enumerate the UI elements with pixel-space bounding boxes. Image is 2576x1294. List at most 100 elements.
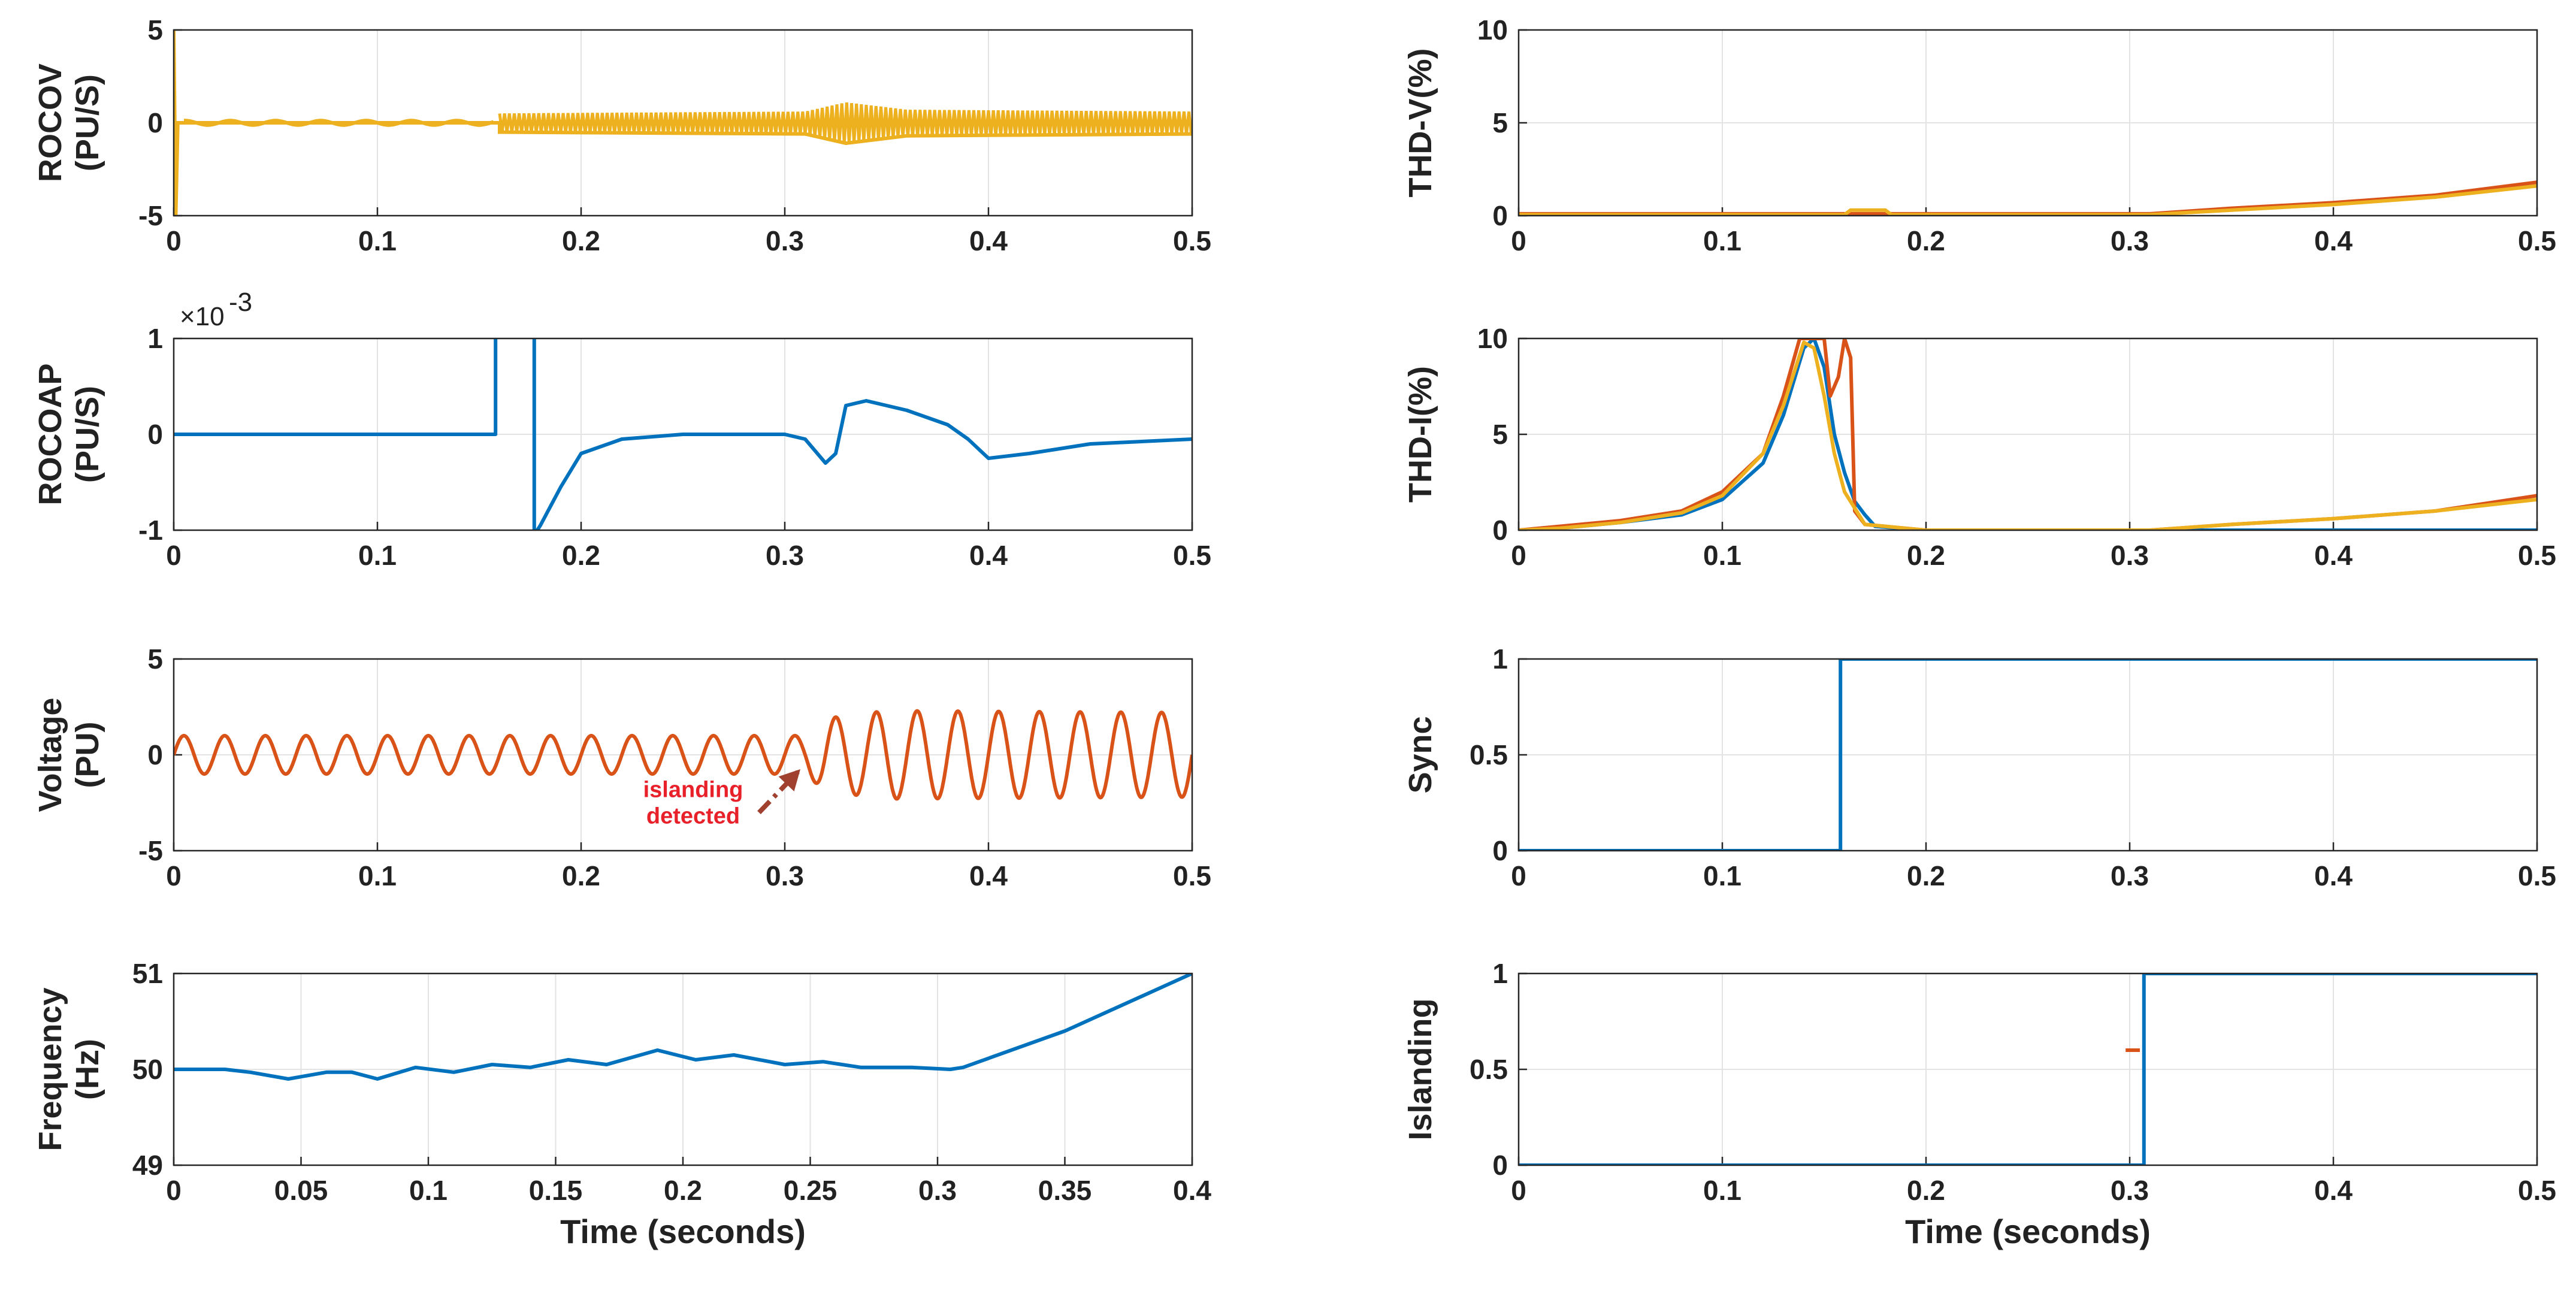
- x-tick-label: 0.1: [1703, 540, 1741, 571]
- y-axis-label: Frequency(Hz): [32, 987, 105, 1151]
- axes-frame: [173, 29, 1193, 217]
- y-axis-label-line: Frequency: [32, 987, 68, 1151]
- y-tick-label: 5: [1492, 419, 1508, 450]
- x-tick-label: 0.25: [784, 1175, 837, 1206]
- plot-area: [174, 973, 1192, 1081]
- series-line: [174, 973, 1192, 1081]
- axes-frame: [173, 337, 1193, 531]
- plot-area: [174, 709, 1192, 801]
- y-tick-label: 10: [1477, 323, 1508, 354]
- series-line: [1519, 659, 2537, 851]
- axis-multiplier-exponent: -3: [229, 288, 252, 317]
- x-tick-label: 0.1: [358, 225, 397, 256]
- y-axis-label-line: (Hz): [69, 1039, 105, 1100]
- y-tick-label: 0: [1492, 835, 1508, 866]
- axes-frame: [1517, 658, 2538, 852]
- y-axis-label-line: Voltage: [32, 697, 68, 812]
- plot-area: [1519, 338, 2537, 530]
- axes-frame: [1517, 972, 2538, 1166]
- y-axis-label-line: (PU/S): [69, 386, 105, 483]
- y-axis-label-line: Sync: [1402, 716, 1438, 793]
- y-tick-label: 1: [1492, 958, 1508, 989]
- frequency-panel: 0 0.05 0.1 0.15 0.2 0.25 0.3 0.35 0.4 49 50 51 Frequ…: [32, 958, 1211, 1250]
- annotation-arrowhead: [778, 769, 800, 792]
- x-tick-label: 0: [166, 860, 182, 891]
- plot-area: [1519, 659, 2537, 851]
- y-tick-label: 49: [132, 1150, 163, 1181]
- y-tick-label: 50: [132, 1054, 163, 1085]
- x-tick-label: 0.2: [664, 1175, 702, 1206]
- y-tick-label: 51: [132, 958, 163, 989]
- x-tick-label: 0.4: [2314, 540, 2353, 571]
- y-tick-label: 0.5: [1470, 739, 1508, 770]
- y-tick-label: -1: [138, 515, 163, 546]
- x-tick-label: 0.2: [1907, 860, 1945, 891]
- y-axis-label: Voltage(PU): [32, 697, 105, 812]
- x-tick-label: 0.3: [2111, 860, 2149, 891]
- y-axis-label: ROCOV(PU/S): [32, 64, 105, 182]
- y-axis-label: THD-V(%): [1402, 49, 1438, 198]
- x-tick-label: 0.1: [409, 1175, 448, 1206]
- y-axis-label-line: Islanding: [1402, 998, 1438, 1140]
- series-line: [1519, 340, 2537, 530]
- x-tick-label: 0.2: [562, 540, 600, 571]
- y-tick-label: 5: [1492, 107, 1508, 138]
- plot-area: [174, 338, 1192, 530]
- series-line: [174, 709, 1192, 801]
- x-tick-label: 0.3: [2111, 540, 2149, 571]
- annotation-arrow: [757, 767, 802, 815]
- x-tick-label: 0.1: [1703, 860, 1741, 891]
- y-tick-label: -5: [138, 200, 163, 231]
- x-tick-label: 0.2: [1907, 540, 1945, 571]
- x-tick-label: 0: [166, 1175, 182, 1206]
- y-axis-label: Sync: [1402, 716, 1438, 793]
- x-tick-label: 0.4: [2314, 860, 2353, 891]
- annotation-text: detected: [646, 803, 740, 829]
- y-axis-label-line: (PU): [69, 722, 105, 788]
- thdi-panel: 0 0.1 0.2 0.3 0.4 0.5 0 5 10 THD-I(%): [1402, 323, 2556, 571]
- x-tick-label: 0.4: [1173, 1175, 1211, 1206]
- x-tick-label: 0.05: [274, 1175, 328, 1206]
- voltage-panel: 0 0.1 0.2 0.3 0.4 0.5-505Voltage(PU)islanding…: [32, 643, 1211, 891]
- series-line: [1519, 180, 2537, 216]
- series-line: [1519, 973, 2537, 1165]
- x-tick-label: 0.2: [1907, 1175, 1945, 1206]
- x-tick-label: 0.35: [1038, 1175, 1092, 1206]
- y-tick-label: 5: [147, 643, 163, 675]
- x-tick-label: 0.5: [2518, 225, 2556, 256]
- x-tick-label: 0.3: [2111, 1175, 2149, 1206]
- axes-frame: [1517, 337, 2538, 531]
- axes-frame: [1517, 29, 2538, 217]
- y-tick-label: 1: [147, 323, 163, 354]
- x-tick-label: 0.1: [1703, 1175, 1741, 1206]
- x-tick-label: 0.1: [1703, 225, 1741, 256]
- x-tick-label: 0.3: [2111, 225, 2149, 256]
- series-band: [498, 102, 1192, 143]
- x-tick-label: 0.3: [766, 860, 804, 891]
- series-line: [174, 338, 1192, 530]
- x-tick-label: 0.4: [2314, 1175, 2353, 1206]
- x-tick-label: 0.2: [562, 860, 600, 891]
- y-tick-label: 0: [147, 739, 163, 770]
- x-tick-label: 0: [166, 225, 182, 256]
- plot-area: [1519, 180, 2537, 216]
- y-axis-label: Islanding: [1402, 998, 1438, 1140]
- axes-frame: [173, 658, 1193, 852]
- x-tick-label: 0: [1511, 1175, 1526, 1206]
- series-line: [174, 30, 1192, 216]
- y-tick-label: 0: [1492, 200, 1508, 231]
- y-tick-label: 0: [147, 419, 163, 450]
- x-tick-label: 0.5: [1173, 540, 1211, 571]
- sync-panel: 0 0.1 0.2 0.3 0.4 0.5 0 0.5 1 Sync: [1402, 643, 2556, 891]
- x-tick-label: 0: [166, 540, 182, 571]
- y-axis-label-line: THD-I(%): [1402, 366, 1438, 503]
- series-line: [184, 119, 494, 127]
- y-axis-label-line: THD-V(%): [1402, 49, 1438, 198]
- x-tick-label: 0.2: [562, 225, 600, 256]
- x-tick-label: 0: [1511, 860, 1526, 891]
- x-tick-label: 0.4: [969, 860, 1008, 891]
- y-axis-label: ROCOAP(PU/S): [32, 363, 105, 505]
